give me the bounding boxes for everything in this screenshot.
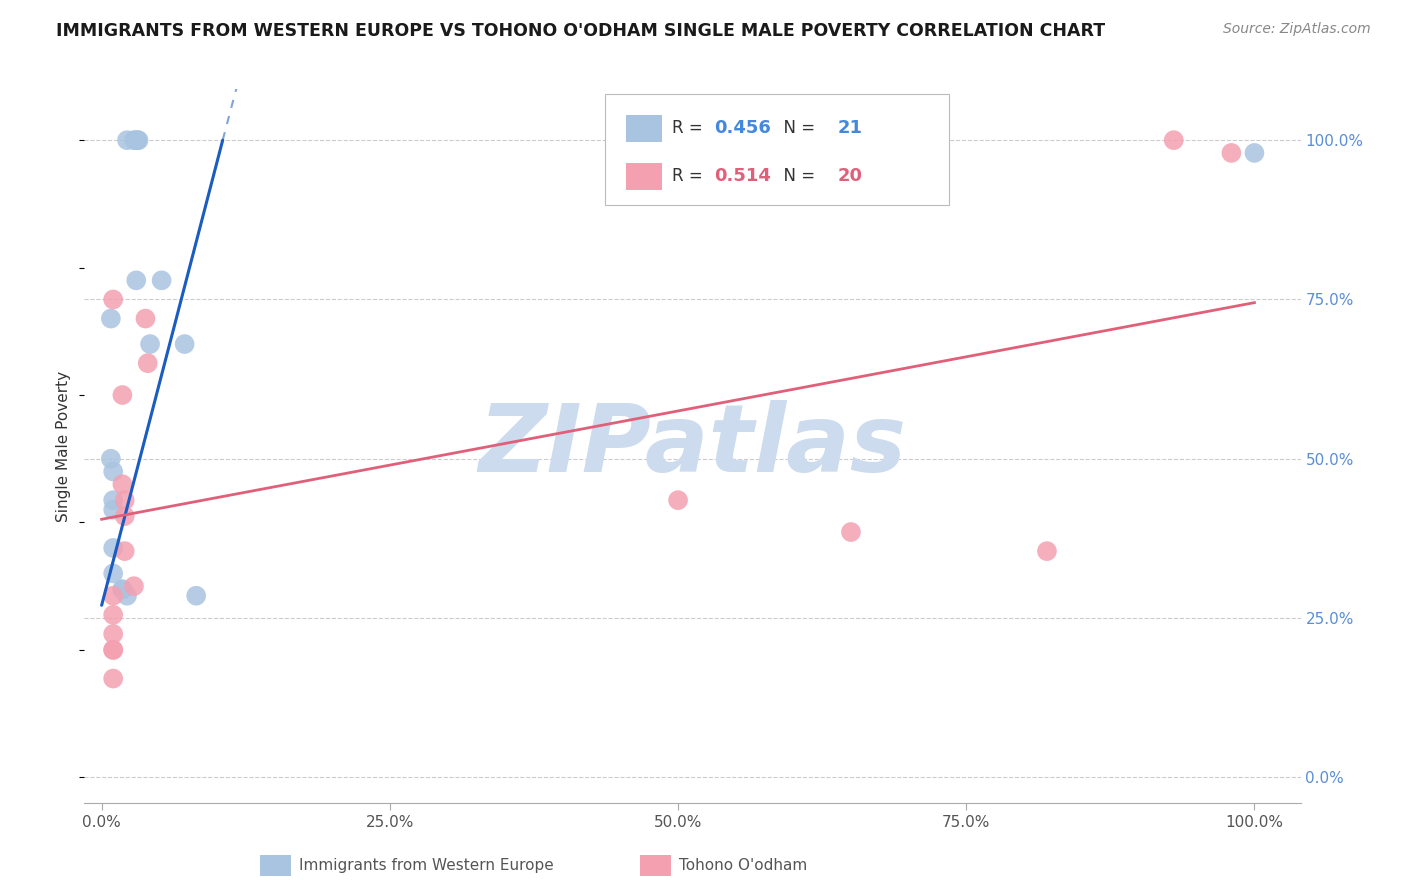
Point [1220,145,1243,160]
Point [128,133,150,147]
Point [111,582,134,597]
Point [139,337,162,351]
Text: ZIPatlas: ZIPatlas [478,400,907,492]
Point [101,293,124,307]
Point [1163,133,1185,147]
Point [134,311,156,326]
Point [136,356,159,370]
Point [101,493,124,508]
Point [101,541,124,555]
Text: R =: R = [672,167,709,185]
Point [173,337,195,351]
Point [125,133,148,147]
Point [101,589,124,603]
Point [101,672,124,686]
Text: IMMIGRANTS FROM WESTERN EUROPE VS TOHONO O'ODHAM SINGLE MALE POVERTY CORRELATION: IMMIGRANTS FROM WESTERN EUROPE VS TOHONO… [56,22,1105,40]
Point [127,133,149,147]
Point [839,524,862,539]
Point [114,493,136,508]
Point [111,477,134,491]
Text: 0.456: 0.456 [714,119,770,136]
Text: 21: 21 [838,119,863,136]
Point [666,493,689,508]
Point [150,273,173,287]
Point [186,589,208,603]
Point [111,388,134,402]
Point [100,311,122,326]
Point [1036,544,1059,558]
Point [101,643,124,657]
Point [101,627,124,641]
Text: Tohono O'odham: Tohono O'odham [679,858,807,872]
Point [100,451,122,466]
Point [101,643,124,657]
Point [114,544,136,558]
Point [114,509,136,524]
Y-axis label: Single Male Poverty: Single Male Poverty [56,370,72,522]
Point [101,566,124,581]
Text: 20: 20 [838,167,863,185]
Text: N =: N = [773,119,821,136]
Point [122,579,145,593]
Point [122,133,145,147]
Point [125,273,148,287]
Text: N =: N = [773,167,821,185]
Text: R =: R = [672,119,709,136]
Text: 0.514: 0.514 [714,167,770,185]
Point [101,465,124,479]
Point [111,582,134,597]
Point [115,133,138,147]
Point [115,589,138,603]
Text: Source: ZipAtlas.com: Source: ZipAtlas.com [1223,22,1371,37]
Point [101,502,124,516]
Text: Immigrants from Western Europe: Immigrants from Western Europe [299,858,554,872]
Point [1243,145,1265,160]
Point [101,607,124,622]
